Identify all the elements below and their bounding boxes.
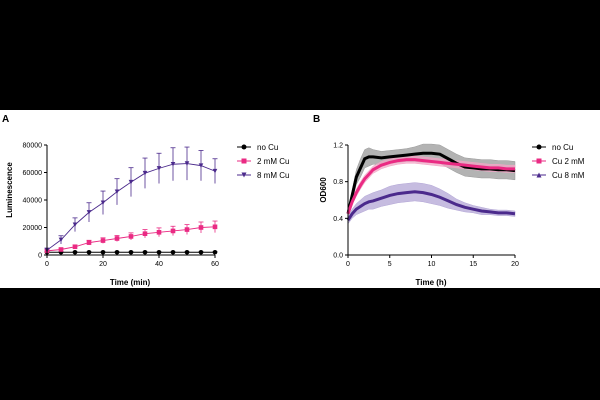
panel-b-legend-marker-2 [536,172,542,178]
panel-b-ytick-label-3: 1.2 [333,143,343,150]
panel-a-point-1-8 [156,230,162,235]
panel-a-legend-label-1: 2 mM Cu [257,157,289,166]
panel-a-point-0-2 [72,249,78,255]
panel-a-point-1-5 [114,236,120,241]
panel-b-chart: 0 5 10 15 20 0.0 0.4 0.8 1.2 no Cu Cu 2 mM Cu 8 mM [333,143,585,269]
panel-a-ytick-label-4: 80000 [23,143,43,150]
panel-a-point-2-4 [100,200,106,206]
panel-b-legend-marker-1 [536,158,542,164]
panel-a-point-1-1 [58,247,64,252]
panel-a-point-0-6 [128,249,134,255]
panel-b-xtick-label-4: 20 [511,261,519,268]
panel-b-xlabel: Time (h) [416,278,447,287]
panel-a-point-0-3 [86,249,92,255]
panel-a-point-0-9 [170,249,176,255]
panel-a-point-1-3 [86,240,92,245]
panel-a-point-1-2 [72,244,78,250]
panel-a-ytick-label-3: 60000 [23,170,43,177]
figure: A B 0 20 40 60 0 20000 40000 60000 80000 no Cu 2 m… [0,110,600,288]
panel-a-point-2-7 [142,170,148,176]
panel-a-point-2-2 [72,222,78,228]
panel-a-legend-marker-0 [241,144,247,150]
panel-a-xtick-label-2: 40 [155,261,163,268]
panel-b-xtick-label-0: 0 [346,261,350,268]
panel-a-point-0-4 [100,249,106,255]
panel-b-legend-marker-0 [536,144,542,150]
panel-b-band-2 [347,182,516,225]
panel-b-legend-label-2: Cu 8 mM [552,171,585,180]
panel-a-xtick-label-0: 0 [45,261,49,268]
panel-a-point-1-7 [142,231,148,236]
panel-a-legend-marker-1 [241,158,247,164]
panel-a-ytick-label-0: 0 [38,253,42,260]
panel-a-point-0-11 [198,249,204,255]
panel-a-point-2-5 [114,189,120,195]
panel-b-ylabel: OD600 [319,177,328,203]
panel-a-point-1-12 [212,224,218,230]
panel-b-xtick-label-1: 5 [388,261,392,268]
panel-a-point-0-8 [156,249,162,255]
panel-a-point-1-6 [128,234,134,239]
panel-a-legend-marker-2 [241,172,247,178]
panel-a-xtick-label-3: 60 [211,261,219,268]
panel-a-point-2-12 [212,168,218,174]
panel-a-ylabel: Luminescence [5,162,14,218]
panel-a-point-2-10 [184,161,190,166]
panel-a-point-1-11 [198,225,204,230]
panel-b-series-line-2 [346,190,516,221]
panel-b-legend-label-0: no Cu [552,143,573,152]
panel-b-xtick-label-2: 10 [428,261,436,268]
panel-a-point-2-11 [198,163,204,168]
panel-a-point-0-7 [142,249,148,255]
panel-b-ytick-label-0: 0.0 [333,253,343,260]
panel-a-point-0-12 [212,249,218,255]
panel-a-point-2-8 [156,166,162,171]
panel-a-label: A [2,114,9,125]
panel-a-ytick-label-2: 40000 [23,198,43,205]
panel-b-series-line-1 [346,158,515,215]
panel-a-point-1-10 [184,227,190,232]
panel-a-point-2-3 [86,210,92,215]
panel-b-legend-label-1: Cu 2 mM [552,157,585,166]
panel-a-point-2-1 [58,237,64,243]
panel-a-legend-label-2: 8 mM Cu [257,171,289,180]
panel-a-chart: 0 20 40 60 0 20000 40000 60000 80000 no Cu 2 mM Cu… [23,143,290,269]
panel-a-legend-label-0: no Cu [257,143,278,152]
panel-b-xtick-label-3: 15 [469,261,477,268]
panel-b-ytick-label-2: 0.8 [333,179,343,186]
panel-b-series-line-0 [346,151,516,215]
panel-b-ytick-label-1: 0.4 [333,216,343,223]
panel-a-point-1-4 [100,238,106,243]
panel-a-xlabel: Time (min) [110,278,151,287]
panel-a-ytick-label-1: 20000 [23,225,43,232]
panel-a-point-1-9 [170,228,176,234]
panel-a-point-0-5 [114,249,120,255]
panel-b-band-1 [347,155,516,217]
panel-a-point-2-9 [170,161,176,167]
panel-a-xtick-label-1: 20 [99,261,107,268]
panel-a-point-0-10 [184,249,190,255]
figure-svg: A B 0 20 40 60 0 20000 40000 60000 80000 no Cu 2 m… [2,114,585,287]
panel-b-label: B [313,114,320,125]
panel-a-point-2-6 [128,179,134,185]
